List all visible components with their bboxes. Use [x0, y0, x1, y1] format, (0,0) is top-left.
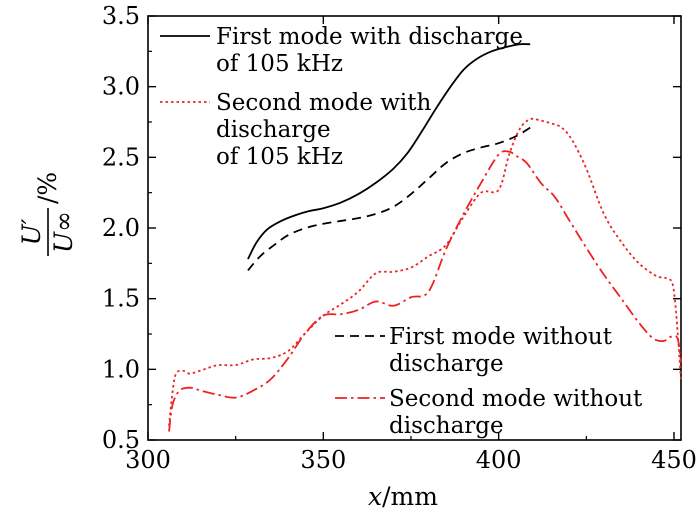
y-tick-label: 1.0 — [102, 355, 140, 383]
y-axis-unit: /% — [33, 172, 62, 204]
x-axis-unit: /mm — [382, 482, 438, 511]
legend-label: discharge — [216, 117, 331, 143]
series-layer — [168, 43, 682, 432]
x-tick-label: 400 — [476, 446, 522, 474]
legend-label: of 105 kHz — [216, 51, 343, 77]
y-axis-label: U′ U∞ /% — [17, 172, 78, 256]
legend-label: First mode with discharge — [216, 24, 523, 50]
legend-label: discharge — [389, 351, 504, 377]
x-tick-label: 350 — [300, 446, 346, 474]
legend-label: First mode without — [389, 324, 613, 350]
y-tick-label: 1.5 — [102, 285, 140, 313]
series-line-second-mode-with-discharge — [168, 117, 682, 426]
legend-label: discharge — [389, 413, 504, 439]
x-tick-label: 450 — [651, 446, 697, 474]
x-axis-label: x/mm — [368, 482, 438, 511]
series-line-first-mode-without-discharge — [247, 126, 531, 271]
y-axis-numerator: U′ — [17, 218, 46, 245]
series-line-first-mode-with-discharge — [247, 43, 531, 260]
y-tick-label: 2.5 — [102, 143, 140, 171]
y-tick-label: 2.0 — [102, 214, 140, 242]
y-tick-label: 3.5 — [102, 2, 140, 30]
legend-label: Second mode with — [216, 90, 432, 116]
y-axis-denominator: U∞ — [49, 211, 78, 253]
svg-text:x/mm: x/mm — [368, 482, 438, 511]
y-tick-label: 3.0 — [102, 73, 140, 101]
x-axis-var: x — [368, 482, 382, 511]
legend-label: Second mode without — [389, 386, 643, 412]
x-tick-label: 300 — [125, 446, 171, 474]
tick-layer: 300 350 400 450 0.5 1.0 1.5 2.0 2.5 3.0 3.5 — [102, 2, 697, 474]
legend-label: of 105 kHz — [216, 144, 343, 170]
y-tick-label: 0.5 — [102, 426, 140, 454]
series-line-second-mode-without-discharge — [168, 150, 682, 432]
